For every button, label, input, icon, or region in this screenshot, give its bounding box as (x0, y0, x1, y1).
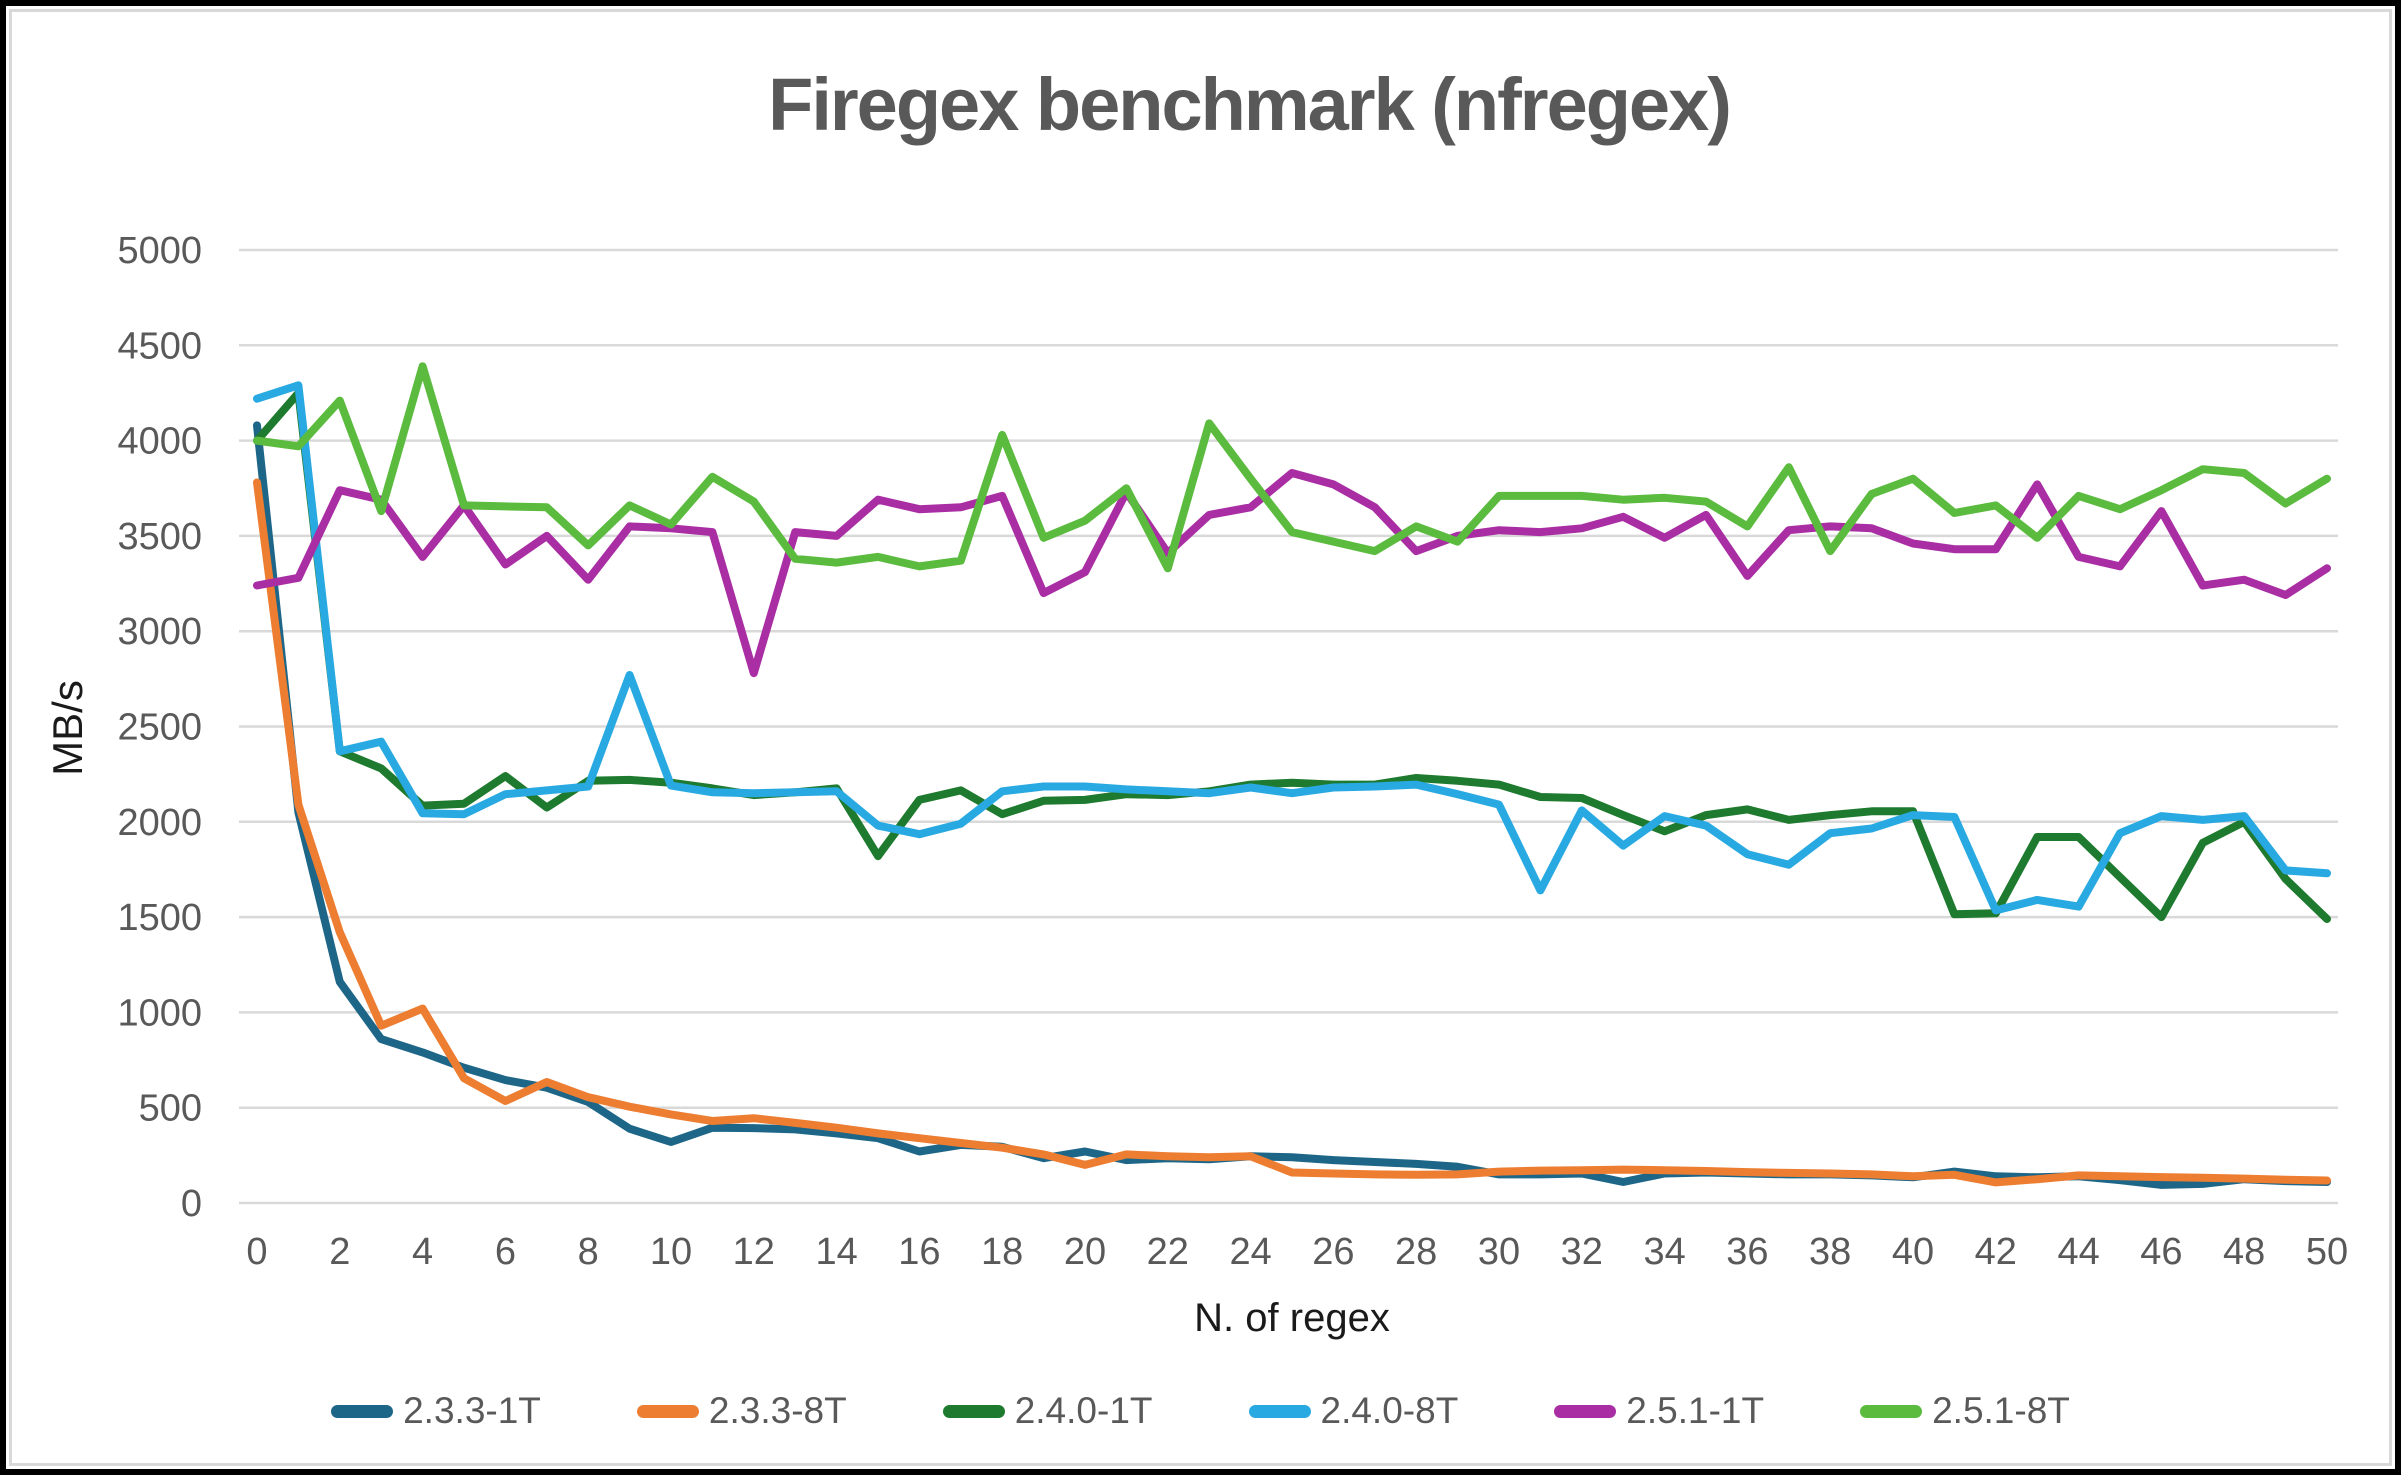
legend-label-2.5.1-8T: 2.5.1-8T (1932, 1390, 2070, 1431)
legend-label-2.4.0-8T: 2.4.0-8T (1320, 1390, 1459, 1431)
legend-label-2.3.3-1T: 2.3.3-1T (403, 1390, 541, 1431)
legend-swatch-2.4.0-8T (1248, 1404, 1311, 1418)
x-tick-label-18: 18 (981, 1231, 1023, 1273)
chart-title: Firegex benchmark (nfregex) (768, 63, 1732, 146)
x-tick-label-8: 8 (578, 1231, 599, 1273)
x-tick-label-42: 42 (1975, 1231, 2017, 1273)
legend-label-2.4.0-1T: 2.4.0-1T (1014, 1390, 1153, 1431)
x-tick-label-2: 2 (329, 1231, 350, 1273)
x-tick-label-24: 24 (1229, 1231, 1271, 1273)
legend-swatch-2.5.1-8T (1860, 1404, 1923, 1418)
series-line-2.3.3-8T (253, 478, 2331, 1187)
x-tick-label-38: 38 (1809, 1231, 1851, 1273)
x-tick-label-34: 34 (1643, 1231, 1685, 1273)
y-tick-label-0: 0 (181, 1183, 202, 1225)
x-tick-label-46: 46 (2140, 1231, 2182, 1273)
x-tick-label-32: 32 (1561, 1231, 1603, 1273)
y-tick-label-3500: 3500 (117, 516, 202, 558)
legend-swatch-2.4.0-1T (942, 1404, 1005, 1418)
x-tick-label-36: 36 (1726, 1231, 1768, 1273)
y-tick-label-500: 500 (139, 1088, 202, 1130)
x-tick-label-50: 50 (2306, 1231, 2348, 1273)
y-tick-label-2500: 2500 (117, 707, 202, 749)
y-tick-label-5000: 5000 (117, 230, 202, 272)
plot-area: 0500100015002000250030003500400045005000… (117, 230, 2348, 1273)
legend-swatch-2.3.3-8T (636, 1404, 699, 1418)
x-tick-label-26: 26 (1312, 1231, 1354, 1273)
legend-item-2.3.3-1T: 2.3.3-1T (331, 1390, 541, 1432)
legend-item-2.5.1-1T: 2.5.1-1T (1554, 1390, 1764, 1432)
y-tick-label-1500: 1500 (117, 897, 202, 939)
legend-item-2.4.0-1T: 2.4.0-1T (942, 1390, 1153, 1432)
x-tick-label-28: 28 (1395, 1231, 1437, 1273)
x-tick-label-12: 12 (733, 1231, 775, 1273)
legend-item-2.3.3-8T: 2.3.3-8T (636, 1390, 847, 1432)
x-axis-title: N. of regex (1194, 1296, 1390, 1340)
x-tick-label-40: 40 (1892, 1231, 1934, 1273)
x-tick-label-14: 14 (815, 1231, 857, 1273)
legend: 2.3.3-1T 2.3.3-8T 2.4.0-1T 2.4.0-8T 2.5.1-1T… (6, 1390, 2395, 1432)
legend-swatch-2.5.1-1T (1554, 1404, 1617, 1418)
legend-label-2.5.1-1T: 2.5.1-1T (1626, 1390, 1765, 1431)
x-tick-label-6: 6 (495, 1231, 516, 1273)
series-line-2.3.3-1T (253, 421, 2331, 1189)
series-line-2.5.1-8T (253, 362, 2331, 573)
y-tick-label-2000: 2000 (117, 802, 202, 844)
x-tick-label-30: 30 (1478, 1231, 1520, 1273)
series-line-2.4.0-8T (253, 381, 2331, 915)
x-tick-label-0: 0 (246, 1231, 267, 1273)
x-tick-label-48: 48 (2223, 1231, 2265, 1273)
legend-item-2.5.1-8T: 2.5.1-8T (1860, 1390, 2070, 1432)
legend-label-2.3.3-8T: 2.3.3-8T (708, 1390, 847, 1431)
series-line-2.5.1-1T (253, 469, 2331, 678)
x-tick-label-10: 10 (650, 1231, 692, 1273)
series-line-2.4.0-1T (253, 389, 2331, 923)
x-tick-label-20: 20 (1064, 1231, 1106, 1273)
y-tick-label-4500: 4500 (117, 325, 202, 367)
legend-item-2.4.0-8T: 2.4.0-8T (1248, 1390, 1459, 1432)
y-tick-label-4000: 4000 (117, 421, 202, 463)
x-tick-label-44: 44 (2057, 1231, 2099, 1273)
y-tick-label-3000: 3000 (117, 611, 202, 653)
y-tick-label-1000: 1000 (117, 992, 202, 1034)
x-tick-label-4: 4 (412, 1231, 433, 1273)
legend-swatch-2.3.3-1T (331, 1404, 394, 1418)
x-tick-label-22: 22 (1147, 1231, 1189, 1273)
x-tick-label-16: 16 (898, 1231, 940, 1273)
